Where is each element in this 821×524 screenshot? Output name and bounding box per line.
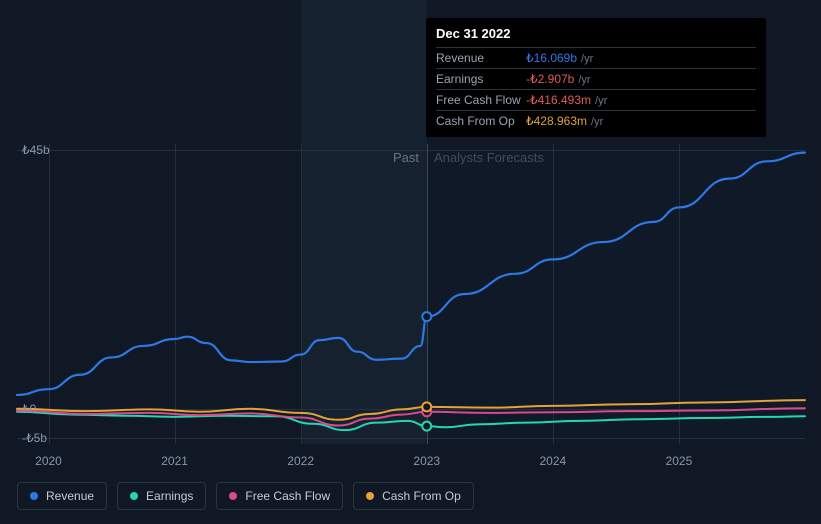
earnings-forecast-chart: Dec 31 2022 Revenue₺16.069b/yrEarnings-₺… — [0, 0, 821, 524]
tooltip-metric-label: Earnings — [436, 72, 526, 86]
x-axis-tick-label: 2020 — [35, 454, 62, 468]
tooltip-metric-value: ₺428.963m — [526, 114, 587, 128]
tooltip-row: Free Cash Flow-₺416.493m/yr — [436, 89, 756, 110]
tooltip-metric-unit: /yr — [591, 116, 603, 128]
y-axis-tick-label: ₺45b — [22, 143, 50, 157]
legend-label: Earnings — [146, 489, 193, 503]
series-marker-cfo — [422, 402, 431, 411]
legend-label: Free Cash Flow — [245, 489, 330, 503]
tooltip-row: Earnings-₺2.907b/yr — [436, 68, 756, 89]
tooltip-metric-unit: /yr — [578, 74, 590, 86]
chart-legend: Revenue Earnings Free Cash Flow Cash From O… — [17, 482, 474, 510]
tooltip-row: Revenue₺16.069b/yr — [436, 47, 756, 68]
legend-item-fcf[interactable]: Free Cash Flow — [216, 482, 343, 510]
tooltip-metric-unit: /yr — [595, 95, 607, 107]
y-axis-tick-label: -₺5b — [22, 431, 47, 445]
series-marker-revenue — [422, 312, 431, 321]
tooltip-metric-label: Cash From Op — [436, 114, 526, 128]
tooltip-date: Dec 31 2022 — [436, 26, 756, 47]
tooltip-metric-value: -₺416.493m — [526, 93, 591, 107]
tooltip-row: Cash From Op₺428.963m/yr — [436, 110, 756, 131]
plot-area[interactable] — [17, 144, 805, 444]
x-axis-tick-label: 2021 — [161, 454, 188, 468]
x-axis-tick-label: 2023 — [413, 454, 440, 468]
legend-label: Revenue — [46, 489, 94, 503]
x-axis-tick-label: 2025 — [666, 454, 693, 468]
legend-item-cfo[interactable]: Cash From Op — [353, 482, 474, 510]
x-axis-tick-label: 2022 — [287, 454, 314, 468]
legend-dot-icon — [229, 492, 237, 500]
series-line-revenue — [17, 153, 805, 395]
legend-dot-icon — [30, 492, 38, 500]
tooltip-metric-value: ₺16.069b — [526, 51, 577, 65]
x-axis-tick-label: 2024 — [539, 454, 566, 468]
legend-item-revenue[interactable]: Revenue — [17, 482, 107, 510]
legend-dot-icon — [366, 492, 374, 500]
series-marker-earnings — [422, 422, 431, 431]
y-axis-tick-label: ₺0 — [22, 402, 36, 416]
legend-item-earnings[interactable]: Earnings — [117, 482, 206, 510]
tooltip-metric-value: -₺2.907b — [526, 72, 574, 86]
series-line-fcf — [17, 408, 805, 425]
tooltip-metric-label: Free Cash Flow — [436, 93, 526, 107]
legend-label: Cash From Op — [382, 489, 461, 503]
legend-dot-icon — [130, 492, 138, 500]
tooltip-metric-label: Revenue — [436, 51, 526, 65]
chart-tooltip: Dec 31 2022 Revenue₺16.069b/yrEarnings-₺… — [426, 18, 766, 137]
tooltip-metric-unit: /yr — [581, 53, 593, 65]
